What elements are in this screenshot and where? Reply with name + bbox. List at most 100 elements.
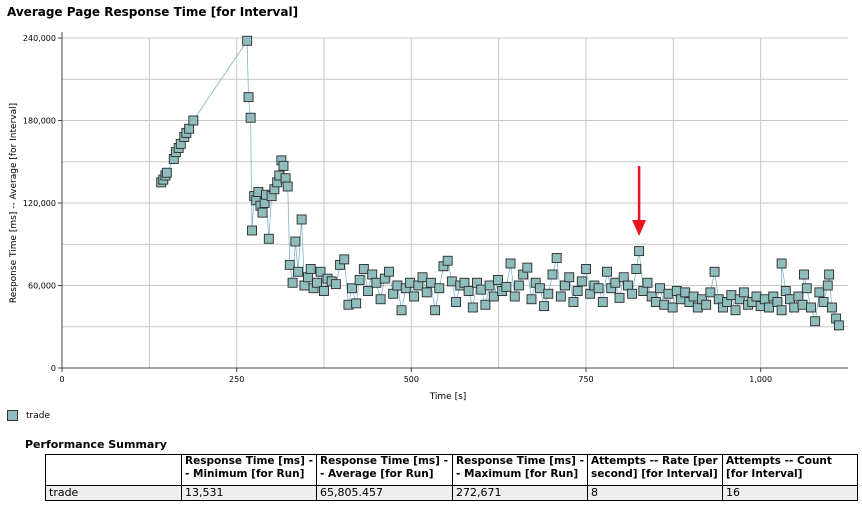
data-point xyxy=(799,269,809,280)
data-point xyxy=(776,305,787,316)
data-point xyxy=(505,258,516,269)
data-point xyxy=(597,297,608,307)
table-row: trade 13,531 65,805.457 272,671 8 16 xyxy=(45,485,858,501)
data-point xyxy=(789,302,800,313)
y-tick-label: 240,000 xyxy=(23,34,56,43)
data-point xyxy=(650,297,661,307)
data-point xyxy=(296,214,307,225)
data-point xyxy=(810,316,821,327)
legend-swatch xyxy=(7,410,18,421)
data-point xyxy=(351,298,362,309)
data-point xyxy=(551,253,562,263)
data-point xyxy=(593,283,604,294)
data-point xyxy=(354,275,365,285)
data-point xyxy=(413,280,424,291)
data-point xyxy=(392,280,403,291)
data-point xyxy=(738,287,749,298)
x-tick-label: 1,000 xyxy=(749,375,772,384)
data-point xyxy=(818,297,829,307)
data-point xyxy=(451,297,461,307)
data-point xyxy=(293,266,304,277)
data-point xyxy=(315,266,326,277)
data-point xyxy=(388,288,399,299)
x-tick-label: 250 xyxy=(229,375,244,384)
data-point xyxy=(701,299,712,310)
data-point xyxy=(751,291,762,302)
y-axis-label: Response Time [ms] -- Average [for Inter… xyxy=(9,103,19,303)
data-point xyxy=(631,264,642,274)
y-tick-label: 60,000 xyxy=(28,282,56,291)
data-point xyxy=(764,302,775,313)
table-cell: 65,805.457 xyxy=(316,485,453,501)
table-cell: 16 xyxy=(722,485,858,501)
table-header xyxy=(45,454,182,486)
data-point xyxy=(547,269,558,280)
legend-label: trade xyxy=(26,410,50,421)
data-point xyxy=(659,299,670,310)
data-point xyxy=(188,115,199,126)
data-point xyxy=(488,291,499,302)
data-point xyxy=(614,292,625,303)
data-point xyxy=(367,269,378,280)
data-point xyxy=(299,280,310,291)
data-point xyxy=(425,277,436,288)
data-point xyxy=(801,283,812,294)
data-point xyxy=(622,280,633,291)
data-point xyxy=(793,291,804,302)
y-tick-label: 0 xyxy=(51,364,56,373)
data-point xyxy=(585,288,596,299)
data-point xyxy=(680,287,691,298)
table-header: Attempts -- Rate [per second] [for Inter… xyxy=(587,454,723,486)
data-point xyxy=(280,173,291,184)
response-time-chart: 0 60,000 120,000 180,000 240,000 0 250 500 750 1,… xyxy=(9,32,848,402)
data-point xyxy=(806,302,816,313)
data-point xyxy=(688,291,699,302)
chart-title: Average Page Response Time [for Interval… xyxy=(7,5,299,19)
data-point xyxy=(642,277,653,288)
x-tick-label: 750 xyxy=(578,375,593,384)
data-point xyxy=(404,277,415,288)
data-point xyxy=(371,277,382,288)
data-point xyxy=(555,291,566,302)
data-point xyxy=(780,286,791,296)
data-point xyxy=(480,299,491,310)
data-point xyxy=(618,272,629,283)
series-points xyxy=(156,35,844,331)
table-cell: 13,531 xyxy=(181,485,317,501)
data-point xyxy=(484,280,495,291)
data-point xyxy=(184,123,195,134)
data-point xyxy=(501,281,512,292)
x-tick-label: 0 xyxy=(59,375,64,384)
data-point xyxy=(713,294,724,305)
data-point xyxy=(245,112,256,123)
data-point xyxy=(572,286,583,296)
data-point xyxy=(671,286,682,296)
data-point xyxy=(833,320,844,331)
data-point xyxy=(396,305,407,316)
data-point xyxy=(759,294,770,305)
data-point xyxy=(576,276,587,287)
data-point xyxy=(384,266,394,277)
y-tick-label: 180,000 xyxy=(23,117,56,126)
data-point xyxy=(284,259,295,270)
data-point xyxy=(282,181,293,192)
data-point xyxy=(330,279,341,290)
data-point xyxy=(476,284,487,295)
data-point xyxy=(772,297,783,307)
data-point xyxy=(509,291,520,302)
data-point xyxy=(826,302,837,313)
data-point xyxy=(290,236,301,247)
data-point xyxy=(627,288,638,299)
annotation xyxy=(632,166,647,236)
data-point xyxy=(409,291,420,302)
data-point xyxy=(602,266,612,277)
summary-title: Performance Summary xyxy=(25,438,167,451)
data-point xyxy=(534,283,545,294)
data-point xyxy=(610,277,621,288)
data-point xyxy=(417,272,428,283)
data-point xyxy=(730,305,741,316)
data-point xyxy=(434,283,445,294)
table-header-row: Response Time [ms] -- Minimum [for Run] … xyxy=(45,454,858,486)
x-axis-label: Time [s] xyxy=(429,392,467,402)
table-header: Attempts -- Count [for Interval] xyxy=(722,454,858,486)
